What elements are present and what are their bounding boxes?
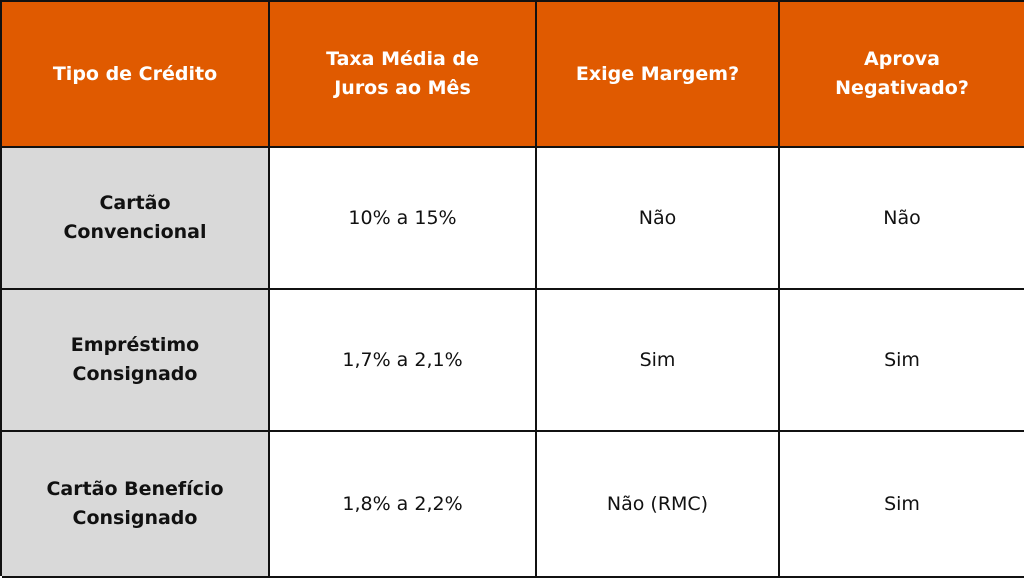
row-header-cartao-convencional: Cartão Convencional [2, 148, 270, 290]
row-label: Cartão Benefício Consignado [46, 478, 224, 529]
cell-value: Não [638, 206, 677, 229]
header-label: Aprova Negativado? [835, 48, 969, 99]
table-cell: 1,8% a 2,2% [270, 432, 537, 578]
table-cell: Não [537, 148, 780, 290]
table-cell: Não (RMC) [537, 432, 780, 578]
cell-value: Não [883, 206, 921, 229]
table-cell: 1,7% a 2,1% [270, 290, 537, 432]
header-label: Taxa Média de Juros ao Mês [326, 48, 479, 99]
cell-value: 1,8% a 2,2% [342, 492, 463, 515]
cell-value: Sim [639, 348, 676, 371]
header-label: Exige Margem? [575, 62, 740, 85]
cell-value: 1,7% a 2,1% [342, 348, 463, 371]
row-header-cartao-beneficio-consignado: Cartão Benefício Consignado [2, 432, 270, 578]
table-cell: Não [780, 148, 1024, 290]
row-label: Cartão Convencional [63, 192, 207, 243]
header-aprova-negativado: Aprova Negativado? [780, 2, 1024, 148]
header-tipo-de-credito: Tipo de Crédito [2, 2, 270, 148]
header-label: Tipo de Crédito [52, 62, 218, 85]
table-cell: Sim [780, 290, 1024, 432]
cell-value: Sim [884, 348, 920, 371]
table-cell: Sim [780, 432, 1024, 578]
header-exige-margem: Exige Margem? [537, 2, 780, 148]
cell-value: 10% a 15% [348, 206, 457, 229]
cell-value: Sim [884, 492, 920, 515]
row-header-emprestimo-consignado: Empréstimo Consignado [2, 290, 270, 432]
table-cell: Sim [537, 290, 780, 432]
row-label: Empréstimo Consignado [70, 334, 200, 385]
cell-value: Não (RMC) [606, 492, 709, 515]
header-taxa-media: Taxa Média de Juros ao Mês [270, 2, 537, 148]
table-cell: 10% a 15% [270, 148, 537, 290]
